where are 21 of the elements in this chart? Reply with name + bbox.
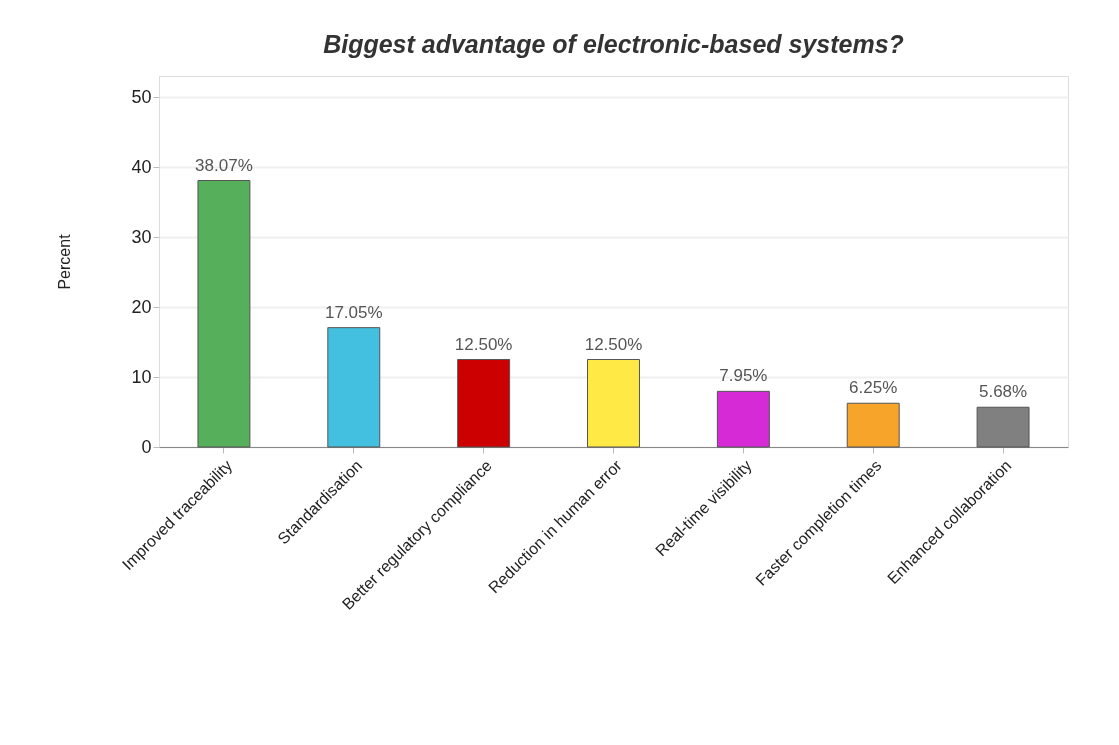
data-label: 6.25%	[849, 378, 898, 398]
bar	[327, 327, 381, 448]
bar	[587, 359, 640, 448]
data-label: 5.68%	[978, 382, 1028, 402]
data-label: 17.05%	[324, 302, 383, 322]
bar	[846, 402, 900, 448]
y-tick-label: 40	[131, 156, 152, 177]
y-axis-title: Percent	[56, 233, 74, 290]
bar	[197, 180, 251, 448]
data-label: 38.07%	[195, 155, 253, 175]
y-tick-label: 10	[131, 366, 152, 387]
data-label: 12.50%	[454, 334, 513, 354]
bar	[716, 390, 770, 448]
y-tick-label: 20	[131, 296, 152, 317]
chart-title: Biggest advantage of electronic-based systems?	[323, 30, 904, 58]
data-label: 7.95%	[719, 366, 768, 386]
y-tick-label: 0	[141, 436, 152, 457]
y-tick-label: 30	[131, 226, 152, 247]
bar	[457, 359, 511, 448]
data-label: 12.50%	[584, 334, 643, 354]
y-tick-label: 50	[131, 86, 152, 107]
